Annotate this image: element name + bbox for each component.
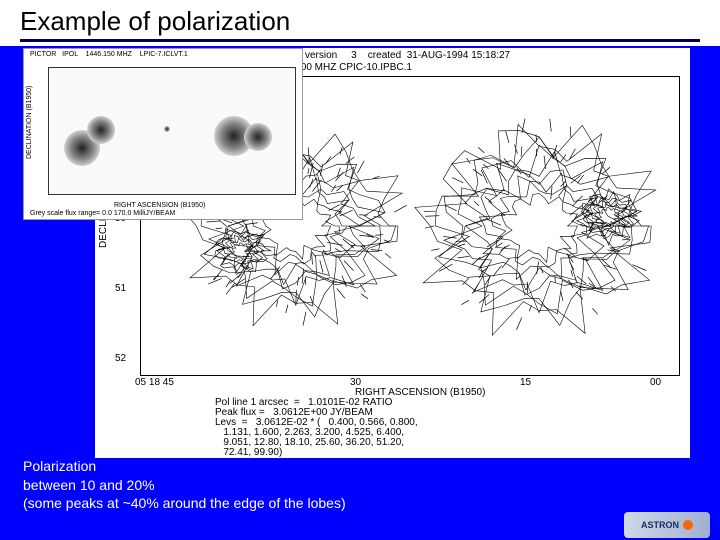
logo-text: ASTRON	[641, 520, 679, 530]
intensity-blob	[244, 123, 272, 151]
footer-line: 72.41, 99.90)	[215, 447, 282, 458]
inset-header: PICTOR IPOL 1446.150 MHZ LPIC-7.ICLVT.1	[30, 51, 188, 58]
inset-plot-area	[48, 67, 296, 195]
slide-title: Example of polarization	[20, 6, 700, 37]
inset-y-axis-label: DECLINATION (B1950)	[26, 86, 33, 159]
figure-header-version: version 3 created 31-AUG-1994 15:18:27	[305, 50, 510, 61]
intensity-blob	[164, 126, 170, 132]
x-tick-label: 05 18 45	[135, 377, 174, 388]
title-bar: Example of polarization	[0, 0, 720, 44]
x-tick-label: 00	[650, 377, 661, 388]
caption-line-3: (some peaks at ~40% around the edge of t…	[23, 494, 346, 512]
content-area: version 3 created 31-AUG-1994 15:18:27 I…	[0, 46, 720, 540]
y-tick-label: 52	[115, 353, 126, 364]
x-tick-label: 15	[520, 377, 531, 388]
y-tick-label: 51	[115, 283, 126, 294]
inset-x-axis-label: RIGHT ASCENSION (B1950)	[114, 202, 205, 209]
caption-line-1: Polarization	[23, 457, 346, 475]
astron-logo: ASTRON	[624, 512, 710, 538]
intensity-blob	[87, 116, 115, 144]
slide: Example of polarization version 3 create…	[0, 0, 720, 540]
inset-figure: PICTOR IPOL 1446.150 MHZ LPIC-7.ICLVT.1 …	[23, 48, 303, 220]
caption-block: Polarization between 10 and 20% (some pe…	[23, 457, 346, 512]
logo-dot-icon	[683, 520, 693, 530]
title-underline	[20, 39, 700, 42]
caption-line-2: between 10 and 20%	[23, 476, 346, 494]
inset-bottom-text: Grey scale flux range= 0.0 170.0 MilliJY…	[30, 210, 175, 217]
